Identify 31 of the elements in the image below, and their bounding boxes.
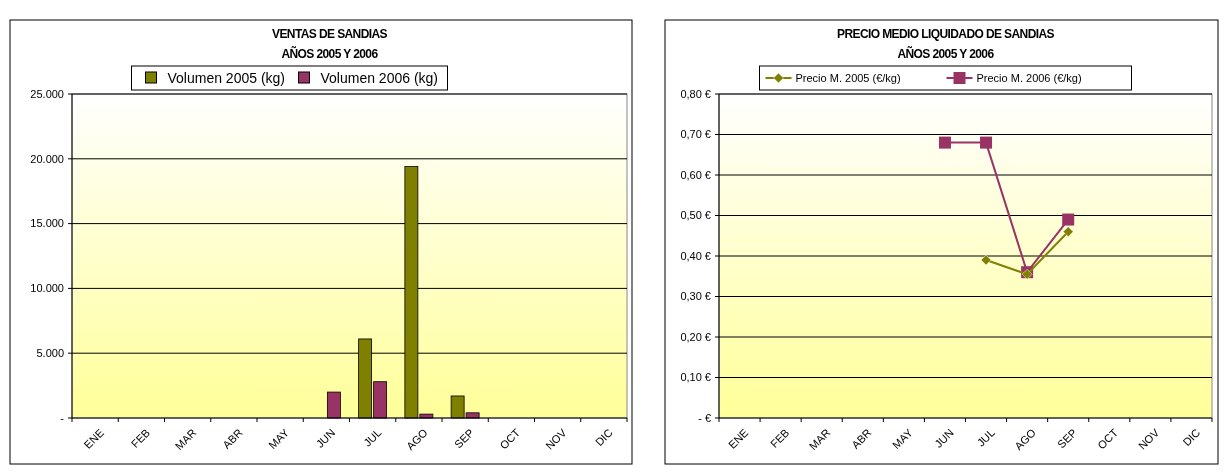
- y-tick-label: 0,10 €: [680, 371, 711, 384]
- legend-label: Volumen 2006 (kg): [320, 69, 439, 86]
- y-tick-label: 15.000: [30, 217, 64, 230]
- y-tick-label: 0,50 €: [680, 209, 711, 222]
- x-tick-label: JUL: [974, 426, 997, 449]
- y-tick-label: 0,20 €: [680, 330, 711, 343]
- x-tick-label: DIC: [1180, 426, 1203, 449]
- y-tick-label: -: [60, 411, 65, 424]
- y-tick-label: 0,40 €: [680, 249, 711, 262]
- chart-title: PRECIO MEDIO LIQUIDADO DE SANDIAS AÑOS 2005 Y 2006: [837, 27, 1055, 61]
- point: [1062, 226, 1074, 237]
- y-tick-label: 10.000: [30, 282, 64, 295]
- x-tick-label: FEB: [767, 426, 792, 450]
- y-tick-label: - €: [698, 411, 711, 424]
- point: [938, 136, 951, 149]
- y-tick-label: 5.000: [36, 347, 64, 360]
- x-tick-label: JUL: [361, 426, 384, 449]
- legend-label: Precio M. 2006 (€/kg): [976, 71, 1082, 84]
- point: [980, 254, 992, 266]
- x-tick-label: DIC: [592, 426, 615, 449]
- y-tick-label: 0,60 €: [680, 168, 711, 181]
- y-tick-label: 0,80 €: [680, 87, 711, 100]
- legend-label: Volumen 2005 (kg): [167, 69, 286, 86]
- y-tick-label: 25.000: [30, 87, 64, 100]
- chart-title: VENTAS DE SANDIAS AÑOS 2005 Y 2006: [272, 27, 388, 61]
- legend-label: Precio M. 2005 (€/kg): [795, 71, 901, 84]
- y-tick-label: 0,70 €: [680, 128, 711, 141]
- y-tick-label: 0,30 €: [680, 290, 711, 303]
- point: [1062, 213, 1075, 226]
- point: [980, 136, 993, 149]
- y-tick-label: 20.000: [30, 152, 64, 165]
